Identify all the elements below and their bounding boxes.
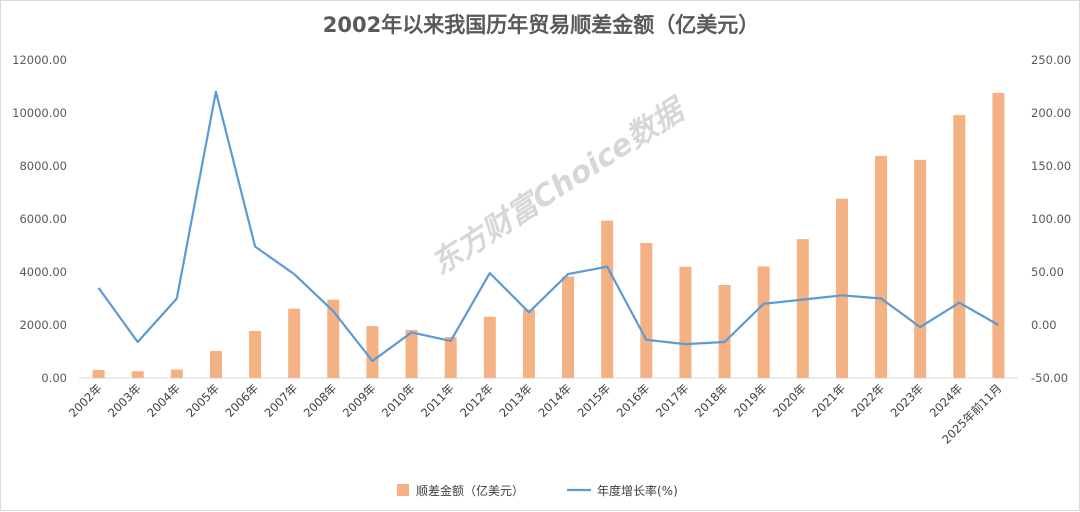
right-axis-tick: 0.00 xyxy=(1031,318,1057,332)
right-axis-tick: 100.00 xyxy=(1031,212,1071,226)
bar xyxy=(679,267,691,378)
bar xyxy=(406,330,418,378)
x-axis-tick: 2013年 xyxy=(496,381,535,420)
bar xyxy=(601,221,613,378)
x-axis-tick: 2024年 xyxy=(927,381,966,420)
x-axis-tick: 2015年 xyxy=(575,381,614,420)
bar xyxy=(132,371,144,378)
bar xyxy=(719,285,731,378)
bar xyxy=(836,199,848,378)
legend-label-line: 年度增长率(%) xyxy=(597,483,678,498)
bar xyxy=(758,266,770,378)
x-axis-tick: 2019年 xyxy=(731,381,770,420)
bar xyxy=(953,115,965,378)
x-axis-tick: 2017年 xyxy=(653,381,692,420)
x-axis-tick: 2004年 xyxy=(144,381,183,420)
bar xyxy=(484,317,496,378)
x-axis-tick: 2012年 xyxy=(457,381,496,420)
x-axis-tick: 2007年 xyxy=(262,381,301,420)
x-axis-tick: 2003年 xyxy=(105,381,144,420)
x-axis-tick: 2008年 xyxy=(301,381,340,420)
x-axis-tick: 2002年 xyxy=(66,381,105,420)
right-axis-tick: 150.00 xyxy=(1031,159,1071,173)
left-axis-tick: 2000.00 xyxy=(19,318,67,332)
legend-swatch-bars xyxy=(397,484,409,496)
legend-label-bars: 顺差金额（亿美元） xyxy=(416,483,524,498)
bar xyxy=(210,351,222,378)
left-axis-tick: 0.00 xyxy=(41,371,67,385)
x-axis-tick: 2018年 xyxy=(692,381,731,420)
x-axis-tick: 2014年 xyxy=(535,381,574,420)
left-axis-tick: 4000.00 xyxy=(19,265,67,279)
left-axis-tick: 10000.00 xyxy=(12,106,67,120)
bar xyxy=(640,243,652,378)
bar xyxy=(171,369,183,378)
x-axis-tick: 2022年 xyxy=(848,381,887,420)
right-axis-tick: -50.00 xyxy=(1031,371,1068,385)
x-axis-tick: 2016年 xyxy=(614,381,653,420)
x-axis-tick: 2005年 xyxy=(183,381,222,420)
bar xyxy=(93,370,105,378)
right-axis-tick: 50.00 xyxy=(1031,265,1064,279)
growth-rate-line xyxy=(99,92,999,361)
bar xyxy=(445,337,457,378)
left-axis-tick: 12000.00 xyxy=(12,53,67,67)
bar xyxy=(288,309,300,378)
bar xyxy=(523,309,535,378)
x-axis-tick: 2023年 xyxy=(888,381,927,420)
bar xyxy=(914,160,926,378)
left-axis-tick: 8000.00 xyxy=(19,159,67,173)
x-axis-tick: 2020年 xyxy=(770,381,809,420)
bar xyxy=(992,93,1004,378)
bar xyxy=(797,239,809,378)
right-axis-tick: 200.00 xyxy=(1031,106,1071,120)
x-axis-tick: 2009年 xyxy=(340,381,379,420)
bar xyxy=(875,156,887,378)
x-axis-tick: 2006年 xyxy=(222,381,261,420)
bar xyxy=(562,277,574,378)
left-axis-tick: 6000.00 xyxy=(19,212,67,226)
x-axis-tick: 2011年 xyxy=(418,381,457,420)
right-axis-tick: 250.00 xyxy=(1031,53,1071,67)
bar xyxy=(366,326,378,378)
bar xyxy=(249,331,261,378)
x-axis-tick: 2010年 xyxy=(379,381,418,420)
x-axis-tick: 2021年 xyxy=(809,381,848,420)
